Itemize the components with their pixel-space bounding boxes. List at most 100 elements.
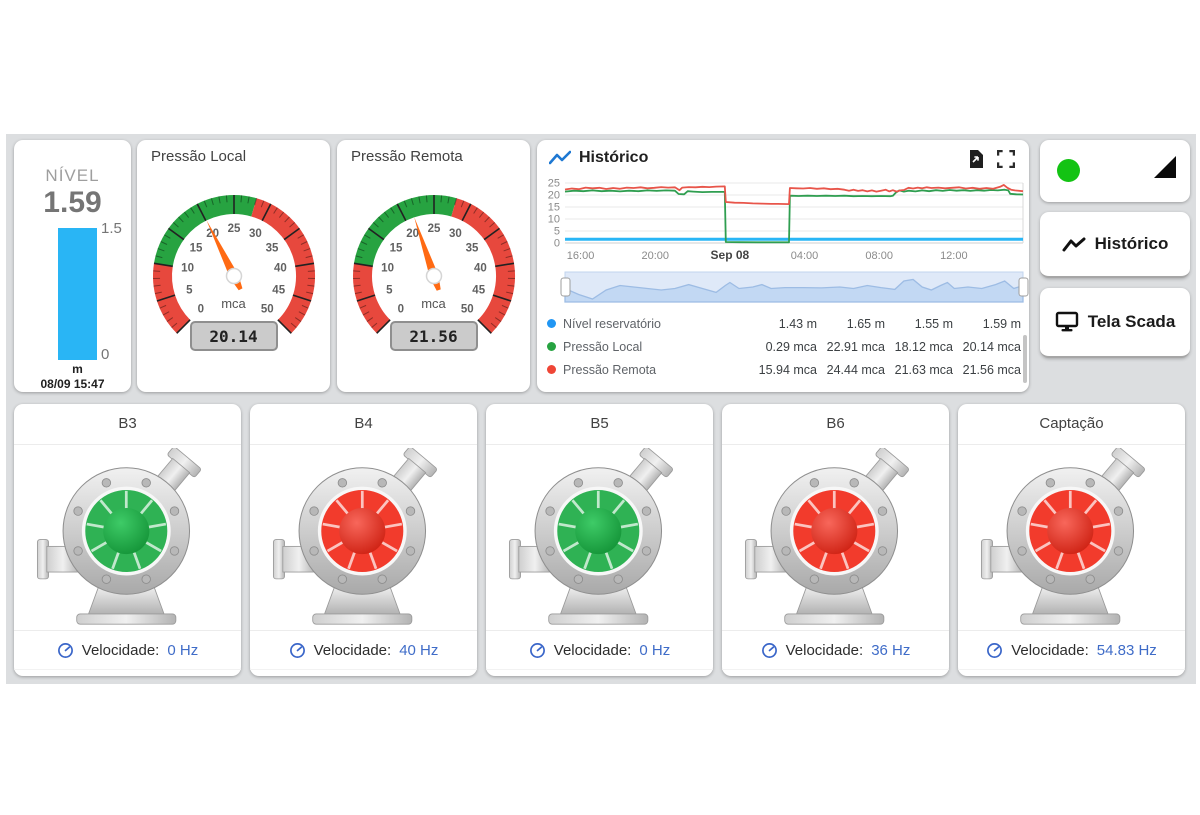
level-bar <box>58 228 97 360</box>
velocity-row: Velocidade: 0 Hz <box>486 630 713 670</box>
svg-text:15: 15 <box>190 242 203 254</box>
history-button[interactable]: Histórico <box>1040 212 1190 278</box>
svg-text:40: 40 <box>274 263 287 275</box>
legend-value: 22.91 mca <box>826 339 885 354</box>
pump-title: B6 <box>826 415 845 432</box>
svg-text:5: 5 <box>186 285 193 297</box>
legend-value: 1.65 m <box>846 316 885 331</box>
svg-text:16:00: 16:00 <box>567 250 595 262</box>
legend-label: Nível reservatório <box>563 316 661 331</box>
pump-title: B4 <box>354 415 373 432</box>
pressure-local-title: Pressão Local <box>151 148 247 165</box>
legend-scrollbar[interactable] <box>1023 335 1027 383</box>
pressure-remote-card: 0 5 10 15 20 25 30 35 40 45 50 Pressão Remota mca … <box>337 140 530 392</box>
fullscreen-icon[interactable] <box>997 150 1015 168</box>
legend-label: Pressão Remota <box>563 362 657 377</box>
svg-text:Sep 08: Sep 08 <box>711 248 750 262</box>
legend-value: 0.29 mca <box>765 339 817 354</box>
svg-text:15: 15 <box>548 202 560 214</box>
level-unit: m <box>72 362 83 376</box>
velocity-label: Velocidade: <box>785 641 864 659</box>
export-file-icon[interactable] <box>967 150 985 168</box>
velocity-row: Velocidade: 0 Hz <box>14 630 241 670</box>
pump-card-b5: B5 Velocidade: 0 Hz <box>486 404 713 676</box>
history-button-label: Histórico <box>1094 234 1169 253</box>
legend-dot-nivel <box>547 319 556 328</box>
svg-text:04:00: 04:00 <box>791 250 819 262</box>
level-value: 1.59 <box>43 186 102 219</box>
svg-text:50: 50 <box>261 303 274 315</box>
svg-text:30: 30 <box>249 228 262 240</box>
svg-text:20: 20 <box>548 190 560 202</box>
legend-value: 21.63 mca <box>894 362 953 377</box>
pump-card-b3: B3 Velocidade: 0 Hz <box>14 404 241 676</box>
velocity-label: Velocidade: <box>81 641 160 659</box>
speedometer-icon <box>987 642 1003 658</box>
pump-figure[interactable] <box>506 448 694 626</box>
level-timestamp: 08/09 15:47 <box>40 377 105 391</box>
pressure-local-value: 20.14 <box>189 321 278 351</box>
svg-text:0: 0 <box>198 303 204 315</box>
speedometer-icon <box>57 642 73 658</box>
svg-text:25: 25 <box>548 178 560 190</box>
legend-value: 24.44 mca <box>826 362 885 377</box>
pump-figure[interactable] <box>34 448 222 626</box>
level-axis-max: 1.5 <box>101 220 122 237</box>
pump-figure[interactable] <box>270 448 458 626</box>
pump-title: B3 <box>118 415 137 432</box>
velocity-row: Velocidade: 40 Hz <box>250 630 477 670</box>
legend-value: 1.55 m <box>914 316 953 331</box>
legend-row[interactable]: Pressão Local 0.29 mca 22.91 mca 18.12 m… <box>547 335 1021 358</box>
status-card <box>1040 140 1190 202</box>
velocity-row: Velocidade: 54.83 Hz <box>958 630 1185 670</box>
svg-text:50: 50 <box>461 303 474 315</box>
svg-text:25: 25 <box>428 223 441 235</box>
pressure-remote-unit: mca <box>421 296 446 311</box>
pump-card-captacao: Captação Velocidade: 54.83 Hz <box>958 404 1185 676</box>
svg-text:35: 35 <box>266 242 279 254</box>
divider <box>486 444 713 445</box>
velocity-value: 54.83 Hz <box>1096 641 1157 659</box>
pump-figure[interactable] <box>742 448 930 626</box>
velocity-label: Velocidade: <box>553 641 632 659</box>
legend-value: 18.12 mca <box>894 339 953 354</box>
pump-title: Captação <box>1039 415 1104 432</box>
legend-label: Pressão Local <box>563 339 643 354</box>
legend-dot-local <box>547 342 556 351</box>
legend-value: 15.94 mca <box>758 362 817 377</box>
pump-figure[interactable] <box>978 448 1166 626</box>
scada-button-label: Tela Scada <box>1087 312 1176 331</box>
legend-value: 1.59 m <box>982 316 1021 331</box>
svg-text:12:00: 12:00 <box>940 250 968 262</box>
history-legend: Nível reservatório 1.43 m 1.65 m 1.55 m … <box>547 312 1021 381</box>
velocity-value: 0 Hz <box>639 641 671 659</box>
svg-text:0: 0 <box>554 238 560 250</box>
svg-text:20:00: 20:00 <box>641 250 669 262</box>
divider <box>722 444 949 445</box>
speedometer-icon <box>289 642 305 658</box>
history-navigator[interactable] <box>537 268 1029 308</box>
pressure-remote-title: Pressão Remota <box>351 148 463 165</box>
status-indicator <box>1057 159 1080 182</box>
svg-text:20: 20 <box>406 228 419 240</box>
history-title: Histórico <box>579 149 649 166</box>
velocity-value: 0 Hz <box>167 641 199 659</box>
line-chart-icon <box>549 150 571 165</box>
svg-text:45: 45 <box>272 285 285 297</box>
level-axis-min: 0 <box>101 346 110 363</box>
legend-row[interactable]: Pressão Remota 15.94 mca 24.44 mca 21.63… <box>547 358 1021 381</box>
speedometer-icon <box>529 642 545 658</box>
velocity-value: 36 Hz <box>871 641 911 659</box>
scada-button[interactable]: Tela Scada <box>1040 288 1190 358</box>
corner-triangle-icon <box>1154 156 1176 178</box>
legend-row[interactable]: Nível reservatório 1.43 m 1.65 m 1.55 m … <box>547 312 1021 335</box>
svg-text:08:00: 08:00 <box>865 250 893 262</box>
velocity-label: Velocidade: <box>1011 641 1089 659</box>
velocity-row: Velocidade: 36 Hz <box>722 630 949 670</box>
svg-text:35: 35 <box>466 242 479 254</box>
svg-text:30: 30 <box>449 228 462 240</box>
svg-text:10: 10 <box>181 263 194 275</box>
